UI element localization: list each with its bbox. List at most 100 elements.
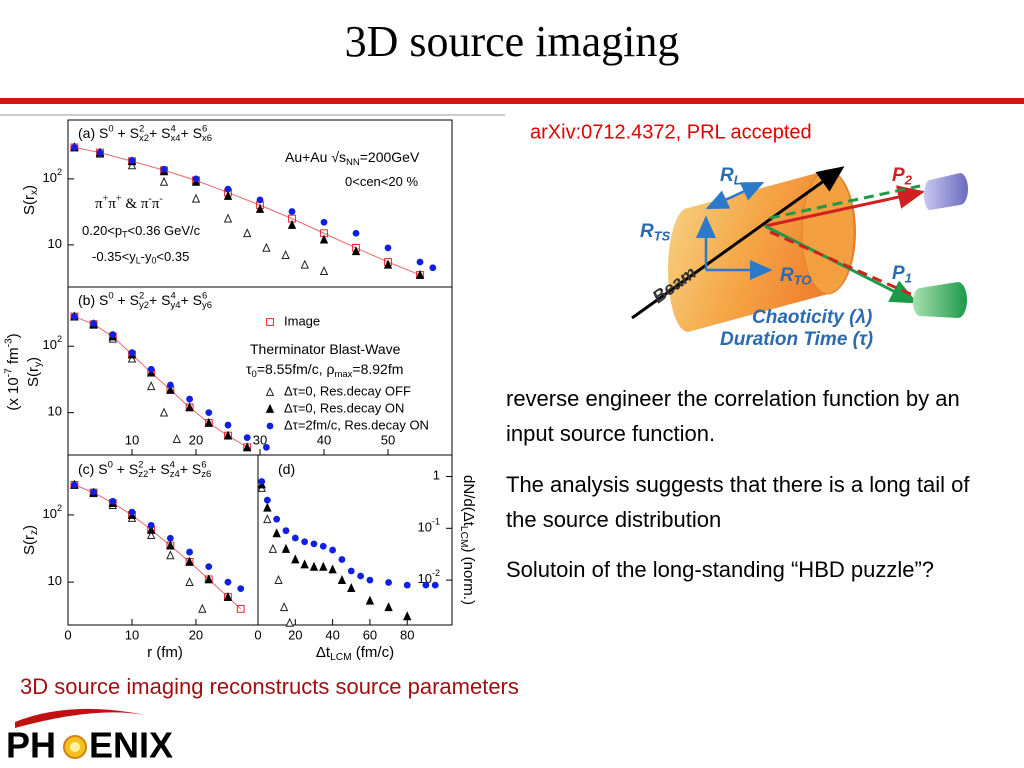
- text-part: T: [122, 230, 128, 240]
- data-point: [365, 595, 375, 605]
- text-part: <0.36 GeV/c: [128, 223, 201, 238]
- y-axis-label: S(rz): [21, 525, 40, 555]
- data-point: [403, 611, 412, 621]
- data-point: [291, 534, 299, 542]
- data-point: [185, 556, 194, 566]
- image-band: [74, 316, 248, 448]
- text-part: π: [108, 196, 116, 212]
- data-point: [403, 581, 411, 589]
- x-axis-label: r (fm): [147, 644, 183, 661]
- data-point: [384, 602, 393, 612]
- diagram-label: Chaoticity (λ): [752, 307, 872, 328]
- text-part: -: [148, 194, 152, 205]
- p1-dashed: [769, 230, 916, 298]
- series: [257, 479, 412, 621]
- text-part: -0.35<y: [92, 249, 136, 264]
- data-point: [300, 559, 309, 569]
- text-part: + S: [113, 461, 138, 477]
- series: [258, 478, 439, 589]
- bullet-text: Solutoin of the long-standing “HBD puzzl…: [506, 557, 935, 582]
- x-tick-label: 20: [189, 432, 203, 447]
- text-part: Chaoticity (λ): [752, 307, 872, 328]
- legend-label: Δτ=2fm/c, Res.decay ON: [284, 417, 429, 432]
- text-part: ): [25, 357, 42, 362]
- text-part: P: [892, 263, 905, 284]
- data-point: [205, 563, 213, 571]
- text-part: -7: [3, 368, 14, 377]
- text-part: + S: [181, 292, 202, 308]
- tick-base: 10: [43, 506, 57, 521]
- text-part: z6: [201, 468, 211, 479]
- data-point: [109, 497, 117, 505]
- data-point: [384, 244, 392, 252]
- y-tick-label: 102: [43, 335, 62, 353]
- series: [257, 482, 294, 627]
- text-part: x: [29, 190, 40, 195]
- y-tick-label: 102: [43, 167, 62, 185]
- data-point: [243, 442, 252, 452]
- text-part: 0.20<p: [82, 223, 122, 238]
- legend-label: Δτ=0, Res.decay OFF: [284, 383, 411, 398]
- text-part: ): [21, 185, 38, 190]
- data-point: [192, 175, 200, 183]
- data-point: [166, 540, 175, 550]
- data-point: [309, 561, 319, 571]
- units-label: (x 10-7 fm-3): [3, 333, 22, 410]
- x-tick-label: 50: [381, 432, 395, 447]
- y-tick-label: 102: [43, 503, 62, 521]
- text-part: R: [780, 265, 794, 286]
- text-part: 2: [139, 290, 144, 301]
- text-part: ): [5, 333, 22, 338]
- title-rule: [0, 98, 1024, 104]
- tick-exponent: 2: [57, 335, 62, 345]
- data-point: [258, 478, 266, 485]
- text-part: x6: [202, 132, 212, 143]
- y-axis-label: dN/d(ΔtLCM) (norm.): [458, 475, 477, 605]
- series: [71, 313, 270, 451]
- text-part: 4: [170, 459, 176, 470]
- text-part: S(r: [21, 195, 38, 215]
- data-point: [128, 508, 136, 516]
- data-point: [172, 433, 181, 443]
- reference: arXiv:0712.4372, PRL accepted: [530, 121, 812, 143]
- source-diagram: [631, 166, 968, 332]
- series: [70, 142, 329, 276]
- text-part: (c) S: [78, 461, 108, 477]
- data-point: [223, 591, 233, 601]
- data-point: [272, 528, 281, 538]
- y-tick-label: 10-1: [418, 517, 440, 535]
- data-point: [291, 554, 300, 564]
- series: [70, 143, 424, 279]
- x-axis-label: ΔtLCM (fm/c): [316, 644, 394, 663]
- data-point: [166, 550, 175, 560]
- beam-axis: [631, 166, 845, 320]
- data-point: [198, 603, 207, 613]
- data-point: [223, 213, 233, 223]
- data-point: [255, 203, 265, 213]
- y-tick-label: 10: [48, 404, 62, 419]
- data-point: [223, 190, 233, 200]
- text-part: -y: [141, 249, 152, 264]
- x-tick-label: 10: [125, 432, 139, 447]
- diagram-label: RL: [720, 165, 742, 188]
- text-part: τ: [246, 361, 252, 377]
- text-part: y2: [139, 299, 149, 310]
- tick-exponent: 2: [57, 503, 62, 513]
- annotation: (b) S0 + S2 y2+ S4 y4+ S6 y6: [78, 290, 212, 310]
- text-part: =200GeV: [360, 149, 420, 165]
- text-part: z: [29, 530, 40, 535]
- tick-base: 10: [418, 520, 432, 535]
- detector-1: [913, 282, 967, 318]
- data-point: [256, 196, 264, 204]
- text-part: 6: [202, 290, 207, 301]
- text-part: P: [892, 165, 905, 186]
- data-point: [351, 246, 361, 256]
- legend-label: Image: [284, 313, 320, 328]
- x-tick-label: 0: [64, 627, 71, 642]
- rl-arrow: [705, 181, 765, 210]
- data-point: [70, 481, 78, 489]
- text-part: π: [152, 196, 160, 212]
- data-point: [263, 514, 272, 524]
- data-point: [300, 259, 309, 269]
